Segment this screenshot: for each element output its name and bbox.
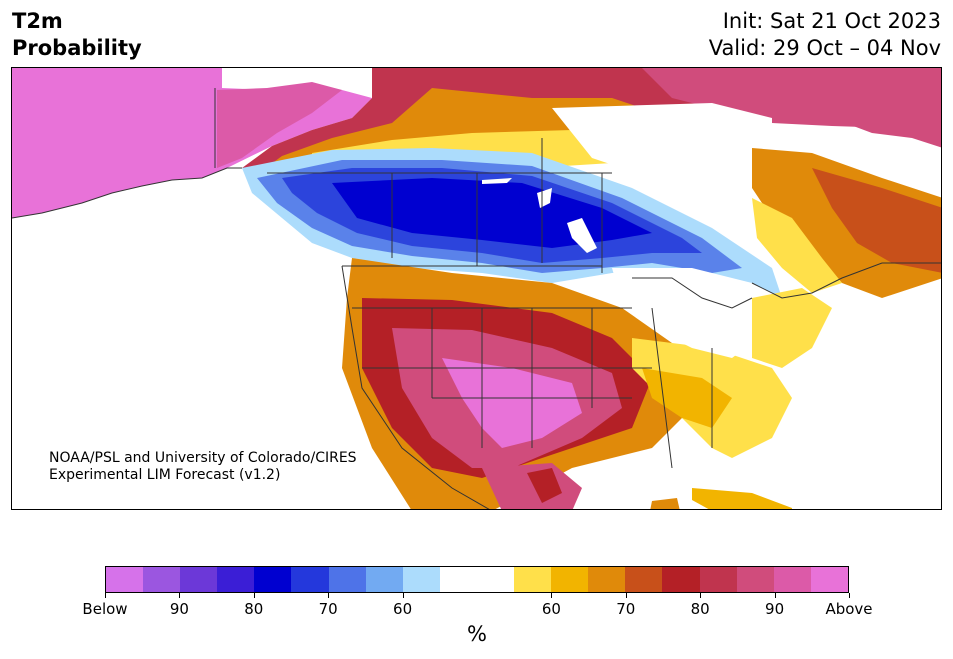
colorbar-tick-mark bbox=[179, 593, 181, 598]
northeast-yellow bbox=[752, 288, 832, 368]
colorbar-swatch bbox=[402, 567, 440, 592]
title-variable: T2m bbox=[12, 9, 63, 33]
colorbar-swatch bbox=[180, 567, 218, 592]
colorbar-swatch bbox=[143, 567, 181, 592]
colorbar-tick-label: Above bbox=[825, 600, 873, 618]
colorbar-swatch bbox=[328, 567, 366, 592]
colorbar-tick-mark bbox=[774, 593, 776, 598]
caribbean-island bbox=[650, 498, 680, 509]
colorbar-unit: % bbox=[467, 622, 487, 646]
southwest-core bbox=[442, 358, 582, 448]
colorbar-swatch bbox=[625, 567, 663, 592]
colorbar-tick-mark bbox=[402, 593, 404, 598]
colorbar-tick-label: 80 bbox=[690, 600, 710, 618]
southeast-orange bbox=[642, 368, 732, 428]
init-date: Init: Sat 21 Oct 2023 bbox=[722, 9, 941, 33]
map-title: T2m Probability bbox=[12, 8, 142, 62]
colorbar-swatch bbox=[736, 567, 774, 592]
colorbar-swatch bbox=[588, 567, 626, 592]
mexico-red bbox=[527, 468, 562, 503]
colorbar-tick-mark bbox=[625, 593, 627, 598]
probability-map bbox=[11, 67, 942, 510]
colorbar-tick-mark bbox=[328, 593, 330, 598]
map-canvas bbox=[12, 68, 941, 509]
colorbar-swatch bbox=[365, 567, 403, 592]
colorbar-tick-label: Below bbox=[82, 600, 128, 618]
credit-line2: Experimental LIM Forecast (v1.2) bbox=[49, 467, 281, 483]
east-canada-red bbox=[812, 168, 941, 273]
title-type: Probability bbox=[12, 36, 142, 60]
mexico-pink bbox=[482, 463, 582, 509]
colorbar-tick-label: 80 bbox=[244, 600, 264, 618]
colorbar-tick-label: 90 bbox=[765, 600, 785, 618]
colorbar-tick-mark bbox=[700, 593, 702, 598]
colorbar-swatch bbox=[810, 567, 848, 592]
great-lakes-neutral bbox=[612, 268, 782, 358]
forecast-dates: Init: Sat 21 Oct 2023 Valid: 29 Oct – 04… bbox=[709, 8, 941, 62]
colorbar-swatch bbox=[254, 567, 292, 592]
colorbar-tick-label: 60 bbox=[393, 600, 413, 618]
colorbar bbox=[105, 566, 849, 593]
lake-one bbox=[482, 178, 512, 184]
colorbar-tick-label: 70 bbox=[318, 600, 338, 618]
east-canada-yellow bbox=[752, 198, 842, 293]
colorbar-swatch bbox=[439, 567, 477, 592]
colorbar-tick-mark bbox=[551, 593, 553, 598]
cuba bbox=[692, 488, 792, 509]
colorbar-swatch bbox=[699, 567, 737, 592]
colorbar-swatch bbox=[291, 567, 329, 592]
colorbar-tick-mark bbox=[849, 593, 850, 598]
colorbar-tick-label: 90 bbox=[169, 600, 189, 618]
valid-date: Valid: 29 Oct – 04 Nov bbox=[708, 36, 941, 60]
colorbar-swatch bbox=[217, 567, 255, 592]
colorbar-tick-label: 70 bbox=[616, 600, 636, 618]
lake-three bbox=[567, 218, 597, 253]
colorbar-swatch bbox=[106, 567, 144, 592]
colorbar-swatch bbox=[662, 567, 700, 592]
colorbar-tick-label: 60 bbox=[541, 600, 561, 618]
colorbar-swatch bbox=[551, 567, 589, 592]
greenland bbox=[772, 68, 941, 148]
lake-two bbox=[537, 188, 552, 208]
colorbar-tick-mark bbox=[105, 593, 106, 598]
hudson-neutral bbox=[552, 103, 772, 218]
alaska-south bbox=[217, 82, 342, 168]
colorbar-swatch bbox=[476, 567, 515, 592]
boundary-lines bbox=[12, 88, 941, 509]
credit-text: NOAA/PSL and University of Colorado/CIRE… bbox=[49, 450, 357, 484]
credit-line1: NOAA/PSL and University of Colorado/CIRE… bbox=[49, 450, 357, 466]
colorbar-swatch bbox=[773, 567, 811, 592]
colorbar-swatch bbox=[514, 567, 552, 592]
colorbar-tick-mark bbox=[253, 593, 255, 598]
